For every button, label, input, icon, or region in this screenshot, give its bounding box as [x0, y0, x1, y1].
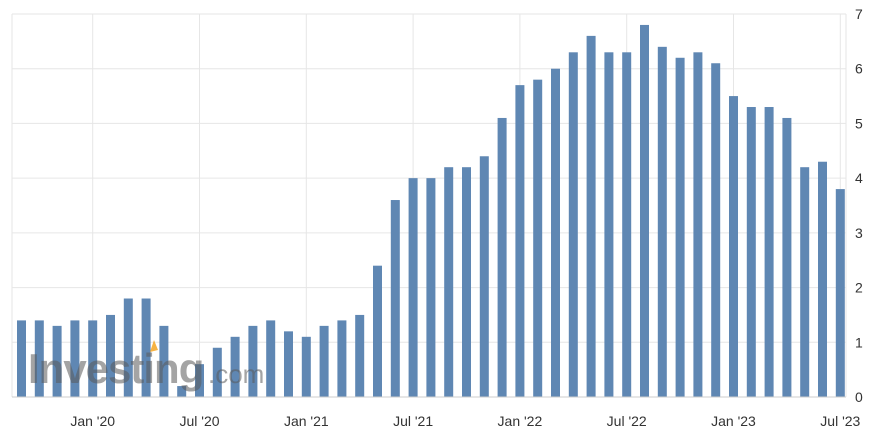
bar: [835, 189, 845, 397]
bar: [88, 320, 98, 397]
x-tick-label: Jan '23: [711, 413, 756, 429]
x-tick-label: Jul '20: [179, 413, 219, 429]
bar: [355, 314, 365, 397]
x-tick-label: Jan '21: [284, 413, 329, 429]
bar: [106, 314, 115, 397]
bar: [266, 320, 276, 397]
y-tick-label: 1: [855, 334, 863, 350]
x-tick-label: Jan '20: [70, 413, 115, 429]
bar: [70, 320, 80, 397]
bar: [230, 336, 240, 397]
bar: [462, 167, 471, 397]
bar: [373, 265, 382, 397]
bar: [604, 52, 614, 398]
bar: [586, 35, 596, 398]
bar: [123, 298, 133, 397]
bar: [195, 364, 204, 397]
y-tick-label: 5: [855, 115, 863, 131]
bar: [177, 386, 187, 397]
bar: [337, 320, 347, 397]
bar: [711, 63, 721, 397]
bar: [17, 320, 26, 397]
bar: [657, 46, 667, 397]
bar: [444, 167, 454, 397]
bar: [764, 107, 774, 397]
bar: [729, 96, 738, 398]
x-tick-label: Jul '23: [820, 413, 860, 429]
bar: [675, 57, 685, 398]
chart-bars: [17, 24, 845, 398]
bar: [301, 336, 311, 397]
y-tick-label: 0: [855, 389, 863, 405]
y-tick-label: 4: [855, 170, 863, 186]
y-tick-label: 2: [855, 280, 863, 296]
bar: [52, 325, 62, 397]
bar: [479, 156, 489, 397]
bar: [533, 79, 543, 398]
bar: [800, 167, 810, 397]
bar: [568, 52, 578, 398]
watermark-brand: Investing: [28, 345, 203, 392]
bar: [693, 52, 703, 398]
bar: [551, 68, 560, 397]
bar: [408, 178, 418, 397]
bar: [426, 178, 436, 397]
y-axis-ticks: 0 1 2 3 4 5 6 7: [855, 6, 863, 405]
x-tick-label: Jan '22: [498, 413, 543, 429]
bar: [390, 200, 400, 397]
bar: [212, 347, 222, 397]
x-tick-label: Jul '21: [393, 413, 433, 429]
bar: [248, 325, 258, 397]
bar: [497, 117, 507, 397]
bar: [319, 325, 329, 397]
y-tick-label: 7: [855, 6, 863, 22]
x-axis-ticks: Jan '20 Jul '20 Jan '21 Jul '21 Jan '22 Jul '…: [70, 413, 860, 429]
bar: [622, 52, 632, 398]
watermark-flame-icon: [150, 340, 158, 352]
y-tick-label: 6: [855, 61, 863, 77]
bar: [818, 161, 827, 397]
bar: [746, 107, 756, 397]
watermark-logo: Investing .com: [28, 340, 264, 392]
x-tick-label: Jul '22: [607, 413, 647, 429]
bar: [141, 298, 151, 397]
bar: [515, 85, 525, 397]
bar: [284, 331, 293, 397]
bar: [640, 24, 649, 397]
bar: [34, 320, 44, 397]
y-tick-label: 3: [855, 225, 863, 241]
bar: [782, 117, 792, 397]
bar: [159, 325, 169, 397]
watermark-suffix: .com: [208, 359, 264, 389]
